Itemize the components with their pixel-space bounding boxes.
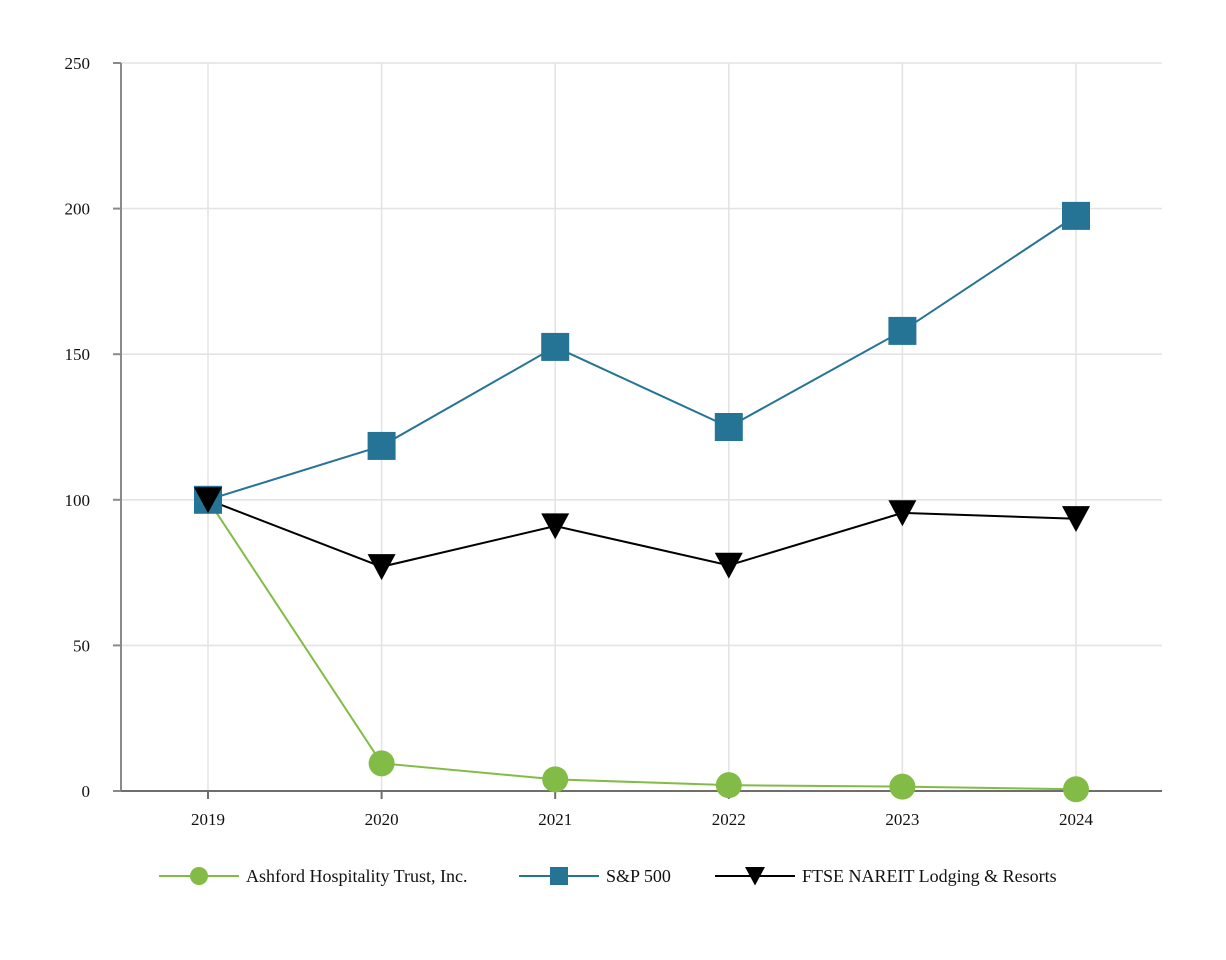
series-line-1 — [207, 215, 1077, 501]
y-tick-label: 150 — [65, 345, 91, 364]
y-tick-label: 250 — [65, 54, 91, 73]
series-1-point — [367, 431, 396, 460]
series-2-point — [1062, 506, 1090, 533]
series-2-point — [714, 552, 743, 579]
x-tick-label: 2021 — [538, 810, 572, 829]
x-tick-label: 2024 — [1059, 810, 1094, 829]
legend-label: Ashford Hospitality Trust, Inc. — [246, 866, 468, 886]
series-0-point — [542, 766, 569, 793]
legend-item: FTSE NAREIT Lodging & Resorts — [715, 866, 1057, 886]
series-1-point — [714, 413, 743, 441]
x-tick-label: 2019 — [191, 810, 225, 829]
x-tick-label: 2022 — [712, 810, 746, 829]
series-1-point — [541, 332, 570, 361]
series-2-point — [541, 513, 570, 540]
legend-label: S&P 500 — [606, 866, 671, 886]
x-tick-label: 2023 — [885, 810, 919, 829]
legend-label: FTSE NAREIT Lodging & Resorts — [802, 866, 1057, 886]
series-lines — [207, 215, 1077, 791]
legend-swatch-marker — [550, 867, 568, 885]
legend-item: S&P 500 — [519, 866, 671, 886]
series-2-point — [888, 500, 917, 527]
series-line-0 — [207, 499, 1077, 791]
series-0-point — [368, 750, 395, 777]
y-tick-label: 50 — [73, 636, 90, 655]
series-2-point — [367, 554, 396, 581]
series-0-point — [715, 772, 742, 799]
series-0-point — [1063, 776, 1089, 803]
legend: Ashford Hospitality Trust, Inc. S&P 500 FT… — [159, 866, 1057, 886]
x-tick-label: 2020 — [365, 810, 399, 829]
y-tick-labels: 0 50 100 150 200 250 — [65, 54, 91, 801]
legend-swatch-marker — [745, 867, 765, 886]
series-line-2 — [207, 498, 1077, 568]
y-tick-label: 100 — [65, 491, 91, 510]
legend-swatch-marker — [190, 867, 208, 885]
series-0-point — [889, 773, 916, 800]
legend-item: Ashford Hospitality Trust, Inc. — [159, 866, 468, 886]
y-tick-label: 200 — [65, 200, 91, 219]
series-2-point — [194, 487, 222, 514]
series-1-point — [1062, 201, 1090, 230]
y-tick-label: 0 — [82, 782, 91, 801]
series-1-point — [888, 316, 917, 345]
x-tick-labels: 2019 2020 2021 2022 2023 2024 — [191, 810, 1094, 829]
series-markers — [194, 201, 1090, 803]
